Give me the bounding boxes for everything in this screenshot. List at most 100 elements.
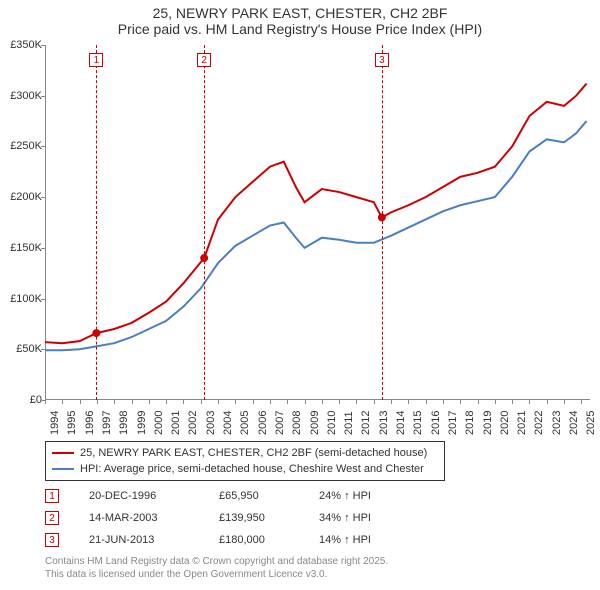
legend-label: HPI: Average price, semi-detached house,…: [80, 463, 424, 475]
x-axis-label: 2005: [239, 411, 251, 435]
x-axis-label: 2004: [222, 411, 234, 435]
sale-change: 24% ↑ HPI: [319, 490, 439, 502]
x-axis-tick: [564, 400, 565, 404]
x-axis-label: 2013: [378, 411, 390, 435]
legend-item: HPI: Average price, semi-detached house,…: [52, 461, 438, 477]
x-axis-tick: [166, 400, 167, 404]
sale-badge: 2: [45, 511, 59, 525]
title-address: 25, NEWRY PARK EAST, CHESTER, CH2 2BF: [0, 5, 600, 21]
x-axis-label: 2003: [205, 411, 217, 435]
x-axis-label: 2017: [447, 411, 459, 435]
x-axis-tick: [132, 400, 133, 404]
x-axis-label: 1999: [136, 411, 148, 435]
x-axis-tick: [305, 400, 306, 404]
sale-marker-line: [382, 45, 383, 400]
x-axis-label: 2010: [326, 411, 338, 435]
x-axis-label: 1998: [118, 411, 130, 435]
legend-swatch: [52, 452, 74, 454]
sale-marker-badge: 2: [197, 53, 211, 67]
x-axis-tick: [478, 400, 479, 404]
footer-line2: This data is licensed under the Open Gov…: [45, 568, 388, 581]
x-axis-label: 2006: [257, 411, 269, 435]
x-axis-tick: [183, 400, 184, 404]
x-axis-tick: [201, 400, 202, 404]
y-axis-tick: [41, 197, 45, 198]
x-axis-tick: [218, 400, 219, 404]
x-axis-label: 2009: [309, 411, 321, 435]
sale-change: 14% ↑ HPI: [319, 534, 439, 546]
x-axis-tick: [443, 400, 444, 404]
x-axis-tick: [114, 400, 115, 404]
x-axis-tick: [547, 400, 548, 404]
sale-row: 321-JUN-2013£180,00014% ↑ HPI: [45, 529, 439, 551]
sale-date: 20-DEC-1996: [89, 490, 219, 502]
x-axis-tick: [253, 400, 254, 404]
x-axis-label: 2023: [551, 411, 563, 435]
sale-badge: 1: [45, 489, 59, 503]
legend-label: 25, NEWRY PARK EAST, CHESTER, CH2 2BF (s…: [80, 447, 427, 459]
sale-change: 34% ↑ HPI: [319, 512, 439, 524]
x-axis-tick: [460, 400, 461, 404]
sale-marker-badge: 3: [375, 53, 389, 67]
x-axis-tick: [581, 400, 582, 404]
x-axis-label: 2011: [343, 411, 355, 435]
x-axis-label: 2007: [274, 411, 286, 435]
sale-date: 14-MAR-2003: [89, 512, 219, 524]
sale-marker-line: [204, 45, 205, 400]
legend-swatch: [52, 468, 74, 470]
y-axis-label: £100K: [10, 293, 42, 305]
chart-title: 25, NEWRY PARK EAST, CHESTER, CH2 2BF Pr…: [0, 0, 600, 37]
x-axis-label: 2022: [533, 411, 545, 435]
x-axis-tick: [426, 400, 427, 404]
x-axis-tick: [80, 400, 81, 404]
y-axis-label: £250K: [10, 140, 42, 152]
x-axis-tick: [235, 400, 236, 404]
sale-price: £139,950: [219, 512, 319, 524]
x-axis-tick: [495, 400, 496, 404]
y-axis-label: £150K: [10, 242, 42, 254]
x-axis-tick: [62, 400, 63, 404]
footer-line1: Contains HM Land Registry data © Crown c…: [45, 555, 388, 568]
x-axis-label: 2002: [187, 411, 199, 435]
y-axis-tick: [41, 146, 45, 147]
title-subtitle: Price paid vs. HM Land Registry's House …: [0, 21, 600, 37]
x-axis-label: 1997: [101, 411, 113, 435]
x-axis-tick: [512, 400, 513, 404]
data-series: [45, 84, 587, 344]
x-axis-tick: [97, 400, 98, 404]
x-axis-tick: [270, 400, 271, 404]
chart-svg: [45, 45, 590, 400]
legend-item: 25, NEWRY PARK EAST, CHESTER, CH2 2BF (s…: [52, 445, 438, 461]
x-axis-label: 1996: [84, 411, 96, 435]
x-axis-label: 1994: [49, 411, 61, 435]
x-axis-label: 2008: [291, 411, 303, 435]
sale-badge: 3: [45, 533, 59, 547]
y-axis-label: £350K: [10, 39, 42, 51]
y-axis-tick: [41, 349, 45, 350]
y-axis-tick: [41, 248, 45, 249]
x-axis-label: 2016: [430, 411, 442, 435]
sale-marker-badge: 1: [89, 53, 103, 67]
x-axis-label: 2012: [360, 411, 372, 435]
sale-row: 2 14-MAR-2003£139,95034% ↑ HPI: [45, 507, 439, 529]
x-axis-tick: [374, 400, 375, 404]
x-axis-tick: [149, 400, 150, 404]
x-axis-label: 2018: [464, 411, 476, 435]
x-axis-label: 2019: [482, 411, 494, 435]
x-axis-label: 2020: [499, 411, 511, 435]
x-axis-label: 2025: [585, 411, 597, 435]
y-axis-tick: [41, 96, 45, 97]
x-axis-label: 1995: [66, 411, 78, 435]
sales-table: 1 20-DEC-1996£65,95024% ↑ HPI 2 14-MAR-2003…: [45, 485, 439, 551]
x-axis-tick: [408, 400, 409, 404]
x-axis-label: 2021: [516, 411, 528, 435]
sale-date: 21-JUN-2013: [89, 534, 219, 546]
x-axis-label: 2014: [395, 411, 407, 435]
y-axis-tick: [41, 299, 45, 300]
sale-price: £65,950: [219, 490, 319, 502]
sale-marker-line: [96, 45, 97, 400]
x-axis-tick: [45, 400, 46, 404]
y-axis-label: £300K: [10, 90, 42, 102]
x-axis-label: 2000: [153, 411, 165, 435]
legend: 25, NEWRY PARK EAST, CHESTER, CH2 2BF (s…: [45, 441, 445, 481]
